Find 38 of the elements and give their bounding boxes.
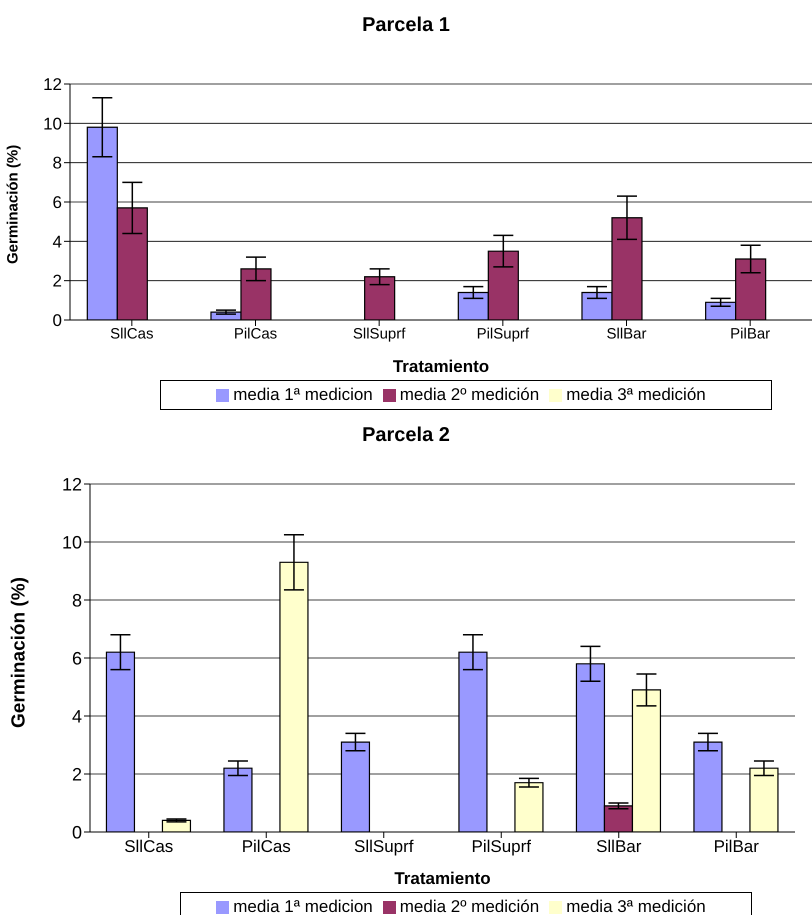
x-tick-label: SllCas [124, 837, 174, 856]
x-tick-label: PilSuprf [476, 326, 530, 343]
x-axis-title: Tratamiento [394, 869, 491, 888]
x-tick-label: PilSuprf [471, 837, 532, 856]
y-tick-label: 6 [72, 648, 82, 668]
chart-title: Parcela 2 [361, 423, 451, 448]
y-tick-label: 6 [52, 193, 62, 212]
y-axis-title: Germinación (%) [4, 144, 22, 264]
y-tick-label: 10 [43, 114, 62, 134]
y-tick-label: 4 [72, 706, 82, 726]
y-tick-label: 0 [72, 822, 82, 842]
x-tick-label: SllBar [596, 837, 642, 856]
x-tick-label: PilBar [730, 326, 770, 343]
x-tick-label: PilCas [234, 326, 278, 343]
y-tick-label: 8 [72, 590, 82, 610]
y-tick-label: 2 [52, 272, 62, 291]
y-tick-label: 12 [43, 75, 62, 94]
legend-label: media 2º medición [400, 897, 540, 915]
legend-label: media 3ª medición [566, 385, 706, 404]
legend-label: media 1ª medicion [233, 385, 373, 404]
legend-label: media 1ª medicion [233, 897, 373, 915]
y-tick-label: 10 [62, 532, 82, 552]
x-tick-label: PilCas [242, 837, 291, 856]
y-tick-label: 4 [52, 232, 62, 252]
x-tick-label: SllCas [110, 326, 154, 343]
x-tick-label: SllSuprf [354, 837, 414, 856]
x-tick-label: PilBar [714, 837, 760, 856]
y-tick-label: 12 [62, 474, 82, 494]
x-tick-label: SllSuprf [352, 326, 406, 343]
x-axis-title: Tratamiento [392, 357, 490, 376]
chart-title: Parcela 1 [361, 13, 451, 38]
y-tick-label: 8 [52, 154, 62, 173]
legend-label: media 2º medición [400, 385, 540, 404]
x-tick-label: SllBar [606, 326, 647, 343]
y-tick-label: 0 [52, 311, 62, 330]
legend-label: media 3ª medición [566, 897, 706, 915]
y-tick-label: 2 [72, 764, 82, 784]
y-axis-title: Germinación (%) [8, 577, 30, 728]
